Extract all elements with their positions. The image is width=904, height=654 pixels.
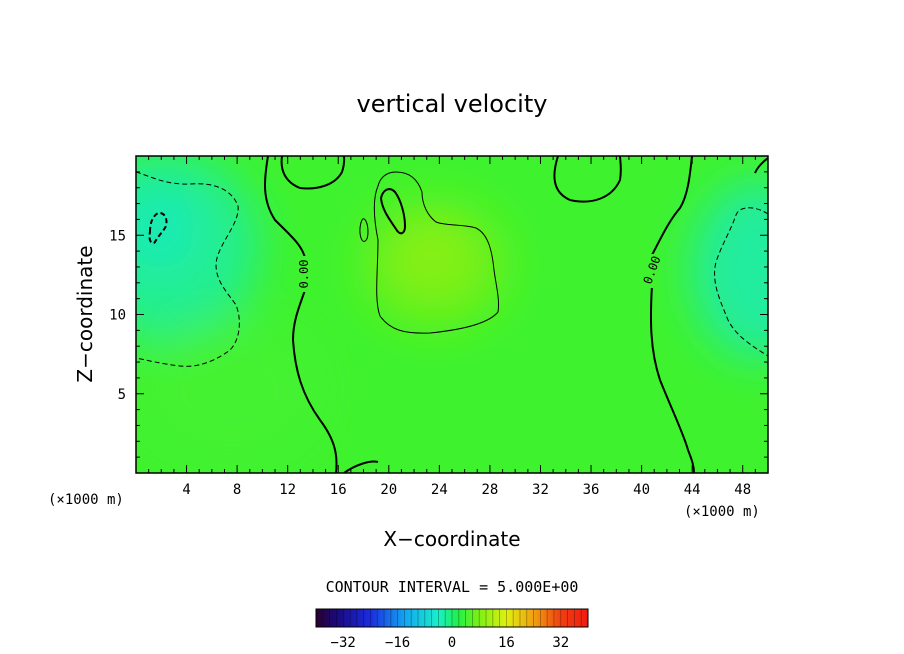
x-axis-label: X−coordinate (383, 527, 520, 551)
colorbar-ticks: −32 −16 0 16 32 (331, 635, 570, 651)
colorbar: −32 −16 0 16 32 (315, 608, 589, 651)
y-tick-label: 15 (109, 228, 126, 244)
contour-label-group: 0.00 0.00 (297, 254, 664, 292)
contour-negative-10-left (148, 211, 168, 245)
contour-positive-5 (373, 171, 499, 334)
x-axis-ticks: 4 8 12 16 20 24 28 32 36 40 44 48 (148, 156, 756, 498)
field-positive-core (390, 210, 470, 290)
field-shading (136, 156, 768, 460)
contour-small-loop (359, 218, 369, 242)
plot-area: 0.00 0.00 (136, 156, 768, 473)
x-tick-label: 4 (182, 482, 190, 498)
x-tick-label: 16 (330, 482, 347, 498)
colorbar-tick-label: −16 (385, 635, 410, 651)
colorbar-gradient (316, 609, 588, 627)
contour-positive-10 (379, 188, 407, 235)
contour-interval-text: CONTOUR INTERVAL = 5.000E+00 (326, 578, 579, 596)
colorbar-tick-label: 0 (448, 635, 456, 651)
colorbar-tick-label: 16 (498, 635, 515, 651)
contour-zero-top-right (553, 156, 622, 203)
y-axis-label: Z−coordinate (73, 245, 97, 382)
contour-zero-left (263, 156, 338, 473)
x-tick-label: 12 (279, 482, 296, 498)
contour-zero-top-left (280, 156, 346, 190)
x-tick-label: 24 (431, 482, 448, 498)
x-tick-label: 32 (532, 482, 549, 498)
x-tick-label: 36 (583, 482, 600, 498)
contour-zero-bottom (343, 460, 379, 473)
colorbar-frame (315, 608, 589, 628)
x-tick-label: 44 (684, 482, 701, 498)
x-unit-label-right: (×1000 m) (684, 504, 760, 520)
x-tick-label: 28 (481, 482, 498, 498)
x-tick-label: 20 (380, 482, 397, 498)
field-mid-left (140, 320, 320, 460)
y-tick-label: 10 (109, 308, 126, 324)
field-negative-region-right (690, 180, 768, 360)
x-tick-label: 40 (633, 482, 650, 498)
colorbar-tick-label: 32 (552, 635, 569, 651)
colorbar-tick-label: −32 (331, 635, 356, 651)
field-negative-core-left (136, 190, 195, 270)
contour-label-left: 0.00 (297, 260, 311, 289)
x-tick-label: 8 (233, 482, 241, 498)
contour-zero-corner (754, 157, 768, 174)
y-tick-label: 5 (118, 387, 126, 403)
contour-label-bg-right (644, 254, 660, 288)
contour-label-bg-left (298, 256, 314, 292)
chart-title: vertical velocity (357, 90, 548, 118)
colorbar-stripes (322, 609, 582, 627)
x-tick-label: 48 (734, 482, 751, 498)
contour-lines (136, 156, 768, 473)
y-axis-ticks: 5 10 15 (109, 171, 768, 458)
contour-zero-right (649, 156, 695, 473)
contour-negative-5-right (714, 207, 768, 357)
x-unit-label-left: (×1000 m) (48, 492, 124, 508)
contour-negative-5-left (136, 171, 240, 367)
